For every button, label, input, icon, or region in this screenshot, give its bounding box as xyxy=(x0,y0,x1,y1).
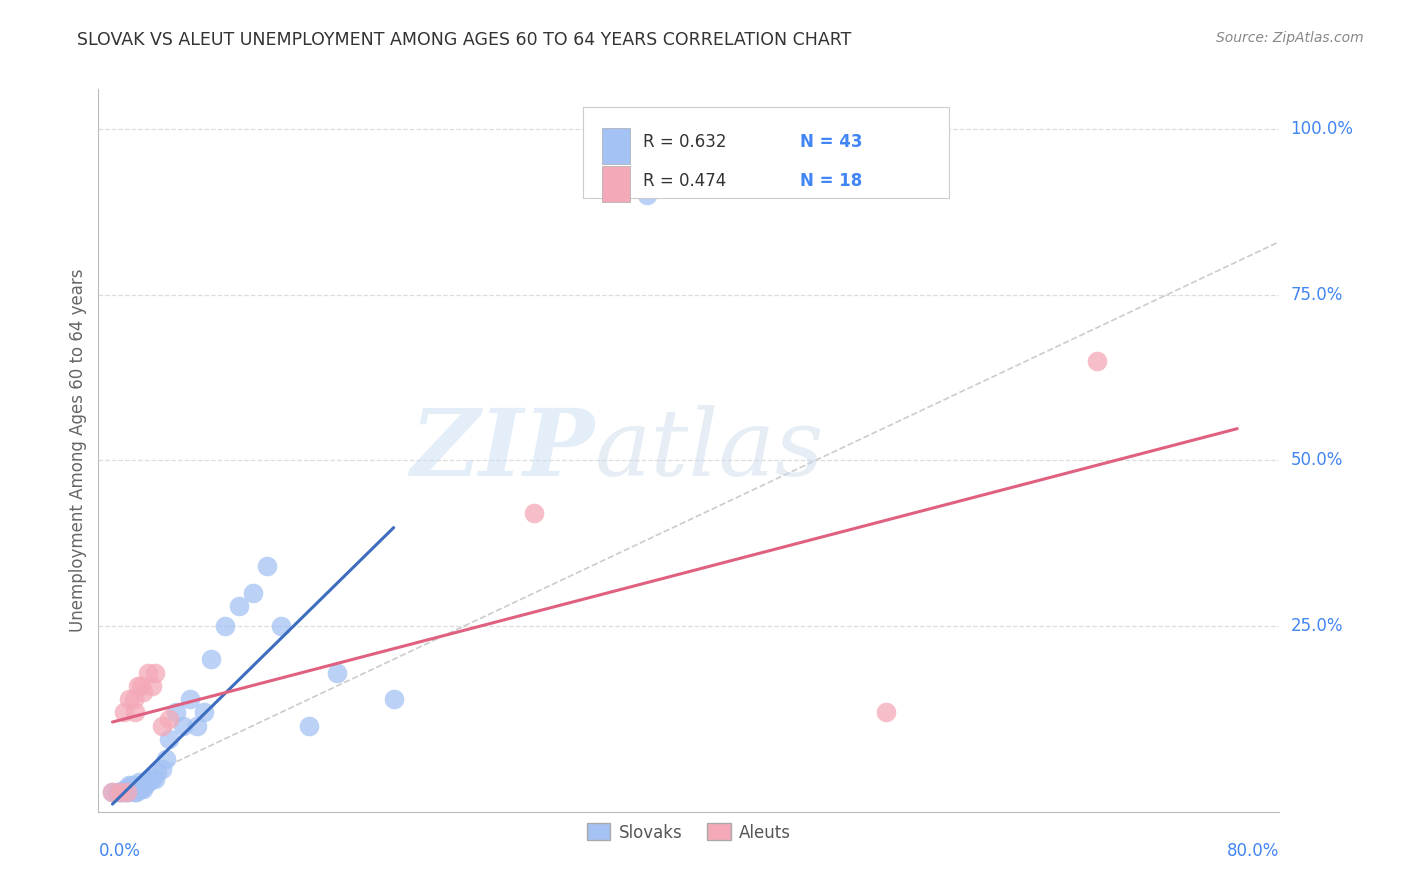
Legend: Slovaks, Aleuts: Slovaks, Aleuts xyxy=(581,817,797,848)
Point xyxy=(136,775,159,789)
Point xyxy=(129,679,152,693)
Point xyxy=(179,692,201,706)
Point xyxy=(127,679,149,693)
Point xyxy=(121,778,143,792)
Text: N = 43: N = 43 xyxy=(800,134,862,152)
Point xyxy=(326,665,349,680)
Point xyxy=(115,785,138,799)
Point xyxy=(101,785,124,799)
Point xyxy=(111,785,134,799)
Text: 25.0%: 25.0% xyxy=(1291,617,1343,635)
Point xyxy=(270,619,292,633)
Point xyxy=(105,785,128,799)
Text: 100.0%: 100.0% xyxy=(1291,120,1354,138)
Text: R = 0.632: R = 0.632 xyxy=(643,134,727,152)
Point xyxy=(523,507,546,521)
Point xyxy=(875,706,897,720)
Text: N = 18: N = 18 xyxy=(800,171,862,190)
Text: atlas: atlas xyxy=(595,406,824,495)
Y-axis label: Unemployment Among Ages 60 to 64 years: Unemployment Among Ages 60 to 64 years xyxy=(69,268,87,632)
Point xyxy=(172,718,194,732)
Point xyxy=(157,712,180,726)
Point xyxy=(114,781,136,796)
Point xyxy=(117,785,139,799)
Point xyxy=(141,772,163,786)
Point xyxy=(125,785,148,799)
Text: Source: ZipAtlas.com: Source: ZipAtlas.com xyxy=(1216,31,1364,45)
Point xyxy=(1085,354,1108,368)
Text: R = 0.474: R = 0.474 xyxy=(643,171,725,190)
Point xyxy=(242,586,264,600)
Point xyxy=(124,785,146,799)
Point xyxy=(118,778,141,792)
Point xyxy=(143,665,166,680)
Text: SLOVAK VS ALEUT UNEMPLOYMENT AMONG AGES 60 TO 64 YEARS CORRELATION CHART: SLOVAK VS ALEUT UNEMPLOYMENT AMONG AGES … xyxy=(77,31,852,49)
Point xyxy=(122,692,145,706)
Point xyxy=(636,188,658,202)
Point xyxy=(155,752,177,766)
Point xyxy=(298,718,321,732)
Point xyxy=(132,685,155,699)
Point xyxy=(132,781,155,796)
Point xyxy=(228,599,250,614)
FancyBboxPatch shape xyxy=(582,107,949,198)
FancyBboxPatch shape xyxy=(602,128,630,164)
Point xyxy=(129,781,152,796)
Point xyxy=(120,781,142,796)
Point xyxy=(382,692,405,706)
Point xyxy=(101,785,124,799)
Point xyxy=(150,718,173,732)
Point xyxy=(141,679,163,693)
Point xyxy=(143,772,166,786)
Point xyxy=(122,781,145,796)
Point xyxy=(128,775,150,789)
Point xyxy=(165,706,187,720)
Point xyxy=(124,706,146,720)
Point xyxy=(256,559,278,574)
Point xyxy=(118,692,141,706)
Point xyxy=(146,764,169,779)
Point xyxy=(138,772,160,786)
Text: 80.0%: 80.0% xyxy=(1227,842,1279,860)
Point xyxy=(214,619,236,633)
Point xyxy=(112,706,135,720)
Point xyxy=(157,731,180,746)
Text: 75.0%: 75.0% xyxy=(1291,285,1343,303)
Text: 50.0%: 50.0% xyxy=(1291,451,1343,469)
Text: ZIP: ZIP xyxy=(411,406,595,495)
FancyBboxPatch shape xyxy=(602,166,630,202)
Point xyxy=(193,706,215,720)
Point xyxy=(134,778,156,792)
Point xyxy=(108,785,131,799)
Point xyxy=(150,762,173,776)
Point xyxy=(115,785,138,799)
Point xyxy=(186,718,208,732)
Point xyxy=(112,785,135,799)
Point xyxy=(127,778,149,792)
Point xyxy=(108,785,131,799)
Text: 0.0%: 0.0% xyxy=(98,842,141,860)
Point xyxy=(200,652,222,666)
Point xyxy=(136,665,159,680)
Point xyxy=(131,778,153,792)
